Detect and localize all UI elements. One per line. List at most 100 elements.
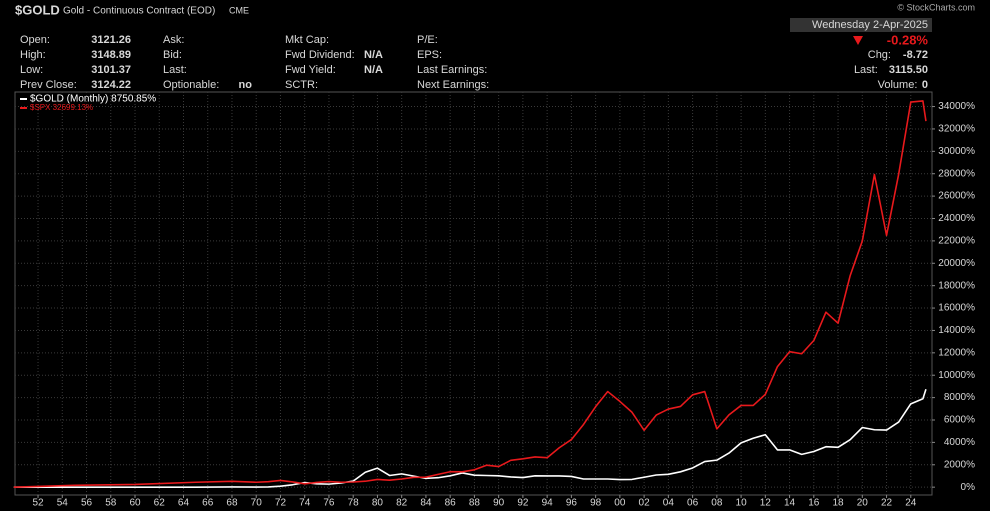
y-tick-label: 14000% — [938, 325, 975, 336]
x-tick-label: 80 — [372, 498, 384, 509]
field-label: EPS: — [417, 49, 442, 61]
y-tick-label: 6000% — [944, 415, 975, 426]
x-tick-label: 72 — [275, 498, 287, 509]
field-label: Prev Close: — [20, 79, 77, 91]
field-value: 3124.22 — [91, 79, 131, 91]
legend-swatch — [20, 98, 27, 100]
y-tick-label: 0% — [961, 482, 976, 493]
field-value: 3121.26 — [91, 34, 131, 46]
field-label: Last: — [854, 64, 878, 76]
field-label: Optionable: — [163, 79, 219, 91]
x-tick-label: 54 — [57, 498, 69, 509]
x-tick-label: 98 — [590, 498, 602, 509]
y-tick-label: 16000% — [938, 303, 975, 314]
x-tick-label: 82 — [396, 498, 408, 509]
series-line — [13, 388, 927, 488]
legend-label: $GOLD (Monthly) 8750.85% — [30, 94, 156, 105]
x-tick-label: 94 — [542, 498, 554, 509]
x-tick-label: 74 — [299, 498, 311, 509]
x-tick-label: 00 — [614, 498, 626, 509]
y-tick-label: 26000% — [938, 191, 975, 202]
x-tick-label: 76 — [323, 498, 335, 509]
x-tick-label: 16 — [808, 498, 820, 509]
x-tick-label: 84 — [420, 498, 432, 509]
x-tick-label: 90 — [493, 498, 505, 509]
y-tick-label: 12000% — [938, 347, 975, 358]
field-value: 3115.50 — [889, 64, 928, 76]
y-tick-label: 18000% — [938, 280, 975, 291]
y-tick-label: 10000% — [938, 370, 975, 381]
x-tick-label: 18 — [832, 498, 844, 509]
field-value: N/A — [364, 49, 383, 61]
x-tick-label: 52 — [32, 498, 44, 509]
down-arrow — [853, 36, 863, 45]
y-tick-label: 32000% — [938, 124, 975, 135]
plot-frame — [14, 91, 933, 496]
x-tick-label: 10 — [736, 498, 748, 509]
field-value: -8.72 — [903, 49, 928, 61]
x-tick-label: 24 — [905, 498, 917, 509]
x-tick-label: 88 — [469, 498, 481, 509]
x-tick-label: 06 — [687, 498, 699, 509]
y-tick-label: 20000% — [938, 258, 975, 269]
watermark: © StockCharts.com — [897, 2, 975, 12]
x-tick-label: 86 — [445, 498, 457, 509]
x-tick-label: 92 — [517, 498, 529, 509]
field-label: Fwd Dividend: — [285, 49, 355, 61]
field-label: Chg: — [868, 49, 891, 61]
field-label: Ask: — [163, 34, 184, 46]
x-tick-label: 64 — [178, 498, 190, 509]
x-tick-label: 96 — [566, 498, 578, 509]
x-tick-label: 04 — [663, 498, 675, 509]
date-box — [790, 18, 932, 32]
field-label: High: — [20, 49, 46, 61]
field-label: Fwd Yield: — [285, 64, 336, 76]
x-tick-label: 02 — [639, 498, 651, 509]
x-tick-label: 62 — [154, 498, 166, 509]
y-tick-label: 8000% — [944, 392, 975, 403]
x-tick-label: 12 — [760, 498, 772, 509]
x-tick-label: 56 — [81, 498, 93, 509]
y-tick-label: 24000% — [938, 213, 975, 224]
legend-swatch — [20, 107, 27, 109]
legend-label: $SPX 32699.13% — [30, 103, 93, 112]
field-label: Next Earnings: — [417, 79, 489, 91]
field-label: Volume: — [878, 79, 918, 91]
x-tick-label: 68 — [226, 498, 238, 509]
field-label: Mkt Cap: — [285, 34, 329, 46]
x-tick-label: 70 — [251, 498, 263, 509]
x-tick-label: 58 — [105, 498, 117, 509]
field-value: 3101.37 — [91, 64, 131, 76]
x-tick-label: 22 — [881, 498, 893, 509]
x-tick-label: 66 — [202, 498, 214, 509]
y-tick-label: 22000% — [938, 236, 975, 247]
field-label: Low: — [20, 64, 43, 76]
field-label: Last Earnings: — [417, 64, 487, 76]
field-value: N/A — [364, 64, 383, 76]
x-tick-label: 60 — [129, 498, 141, 509]
y-tick-label: 28000% — [938, 168, 975, 179]
x-tick-label: 14 — [784, 498, 796, 509]
description: Gold - Continuous Contract (EOD) — [63, 6, 215, 17]
field-value: 0 — [922, 79, 928, 91]
series-line — [13, 100, 927, 488]
x-tick-label: 08 — [711, 498, 723, 509]
field-label: Bid: — [163, 49, 182, 61]
field-label: Last: — [163, 64, 187, 76]
date: Wednesday 2-Apr-2025 — [812, 19, 928, 31]
field-value: no — [239, 79, 253, 91]
x-tick-label: 20 — [857, 498, 869, 509]
field-label: Open: — [20, 34, 50, 46]
x-tick-label: 78 — [348, 498, 360, 509]
y-tick-label: 4000% — [944, 437, 975, 448]
change-pct: -0.28% — [887, 32, 929, 47]
y-tick-label: 2000% — [944, 459, 975, 470]
exchange: CME — [229, 5, 249, 15]
field-label: SCTR: — [285, 79, 318, 91]
field-value: 3148.89 — [91, 49, 131, 61]
y-tick-label: 30000% — [938, 146, 975, 157]
field-label: P/E: — [417, 34, 438, 46]
y-tick-label: 34000% — [938, 101, 975, 112]
